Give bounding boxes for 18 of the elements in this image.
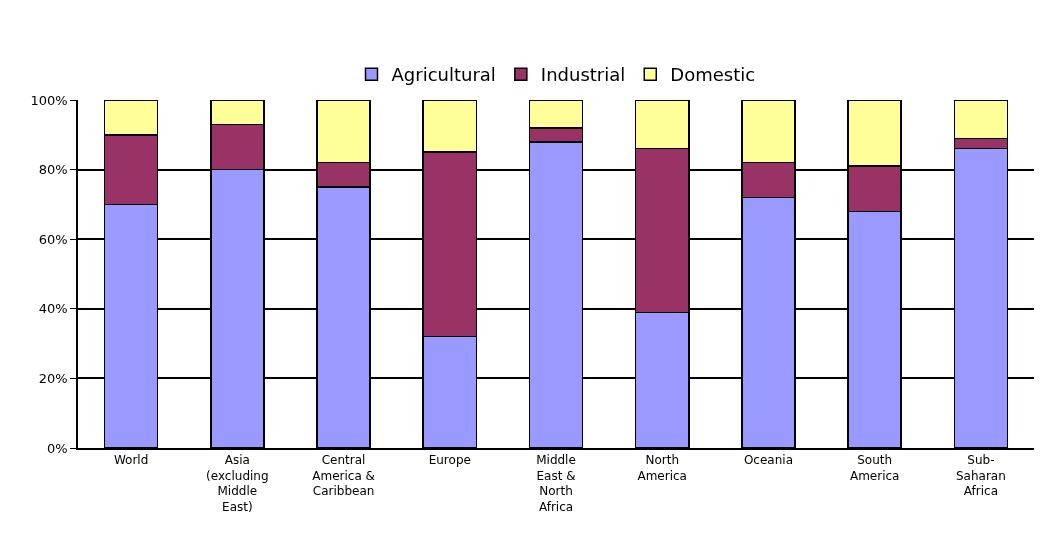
y-tick-label: 100% bbox=[30, 92, 68, 108]
legend-label: Agricultural bbox=[391, 64, 496, 86]
legend-label: Domestic bbox=[670, 64, 756, 86]
x-tick-label: Europe bbox=[428, 453, 471, 468]
x-tick-label: South America bbox=[849, 453, 900, 483]
x-tick-label: Oceania bbox=[743, 453, 793, 468]
y-tick-label: 0% bbox=[47, 440, 68, 456]
x-tick-label: Sub- Saharan Africa bbox=[955, 453, 1006, 499]
x-tick-label: North America bbox=[637, 453, 687, 483]
y-tick-label: 20% bbox=[38, 370, 68, 386]
x-tick-label: Middle East & North Africa bbox=[536, 453, 576, 514]
legend-label: Industrial bbox=[540, 64, 626, 86]
y-tick-label: 40% bbox=[38, 301, 68, 317]
x-tick-label: World bbox=[113, 453, 149, 468]
x-tick-label: Asia (excluding Middle East) bbox=[206, 453, 269, 514]
y-tick-label: 60% bbox=[38, 231, 68, 247]
y-tick-label: 80% bbox=[38, 162, 68, 178]
x-tick-label: Central America & Caribbean bbox=[312, 453, 375, 499]
